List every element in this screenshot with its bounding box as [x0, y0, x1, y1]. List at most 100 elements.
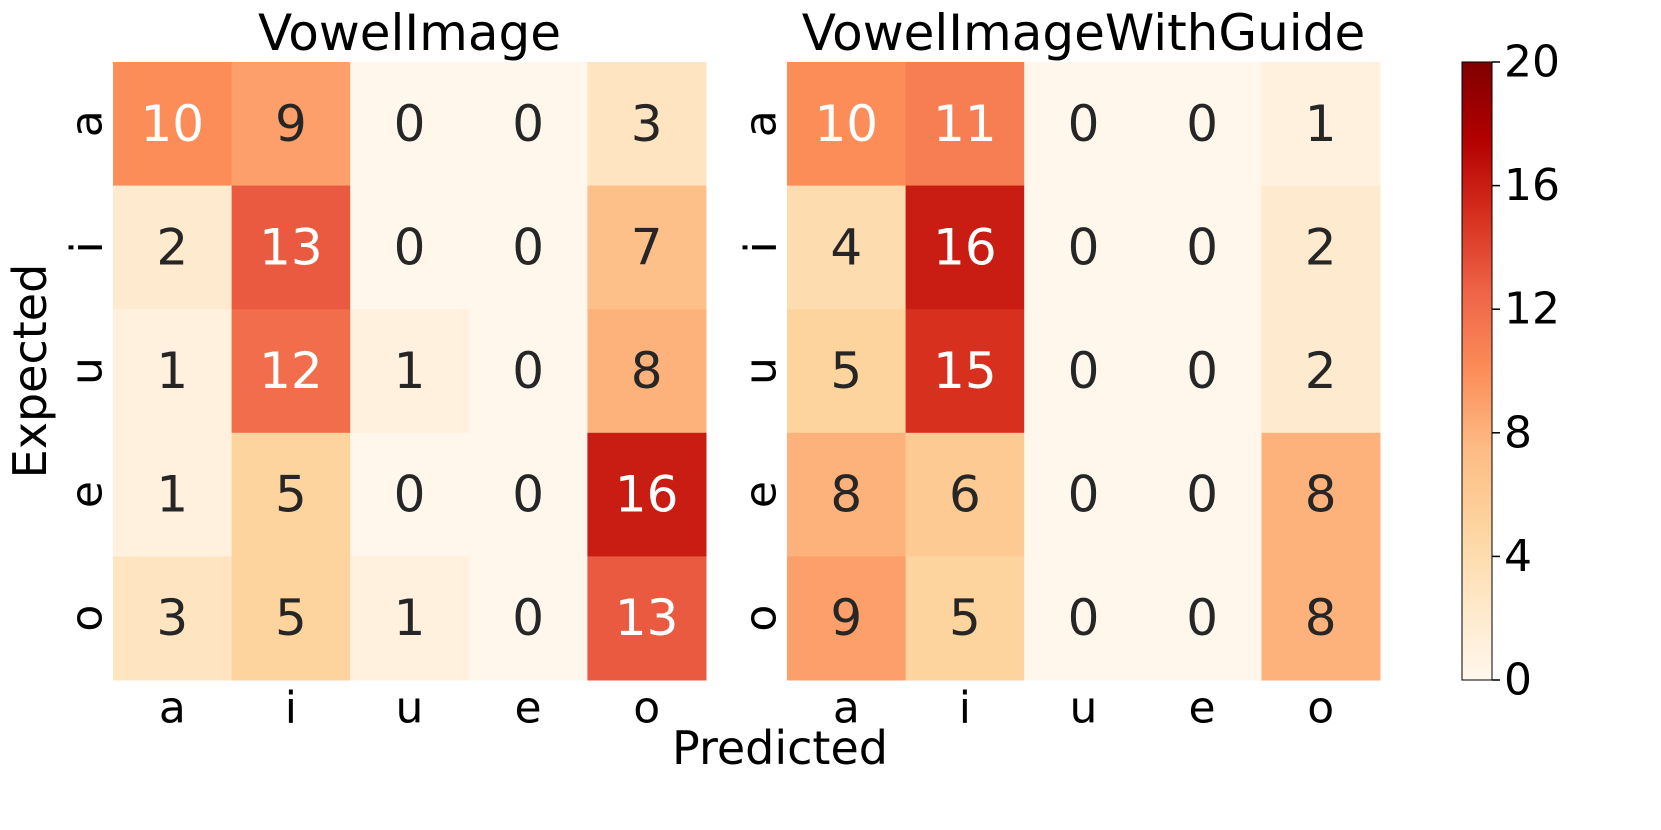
y-tick-label: e — [736, 481, 787, 508]
cell-label: 0 — [1186, 342, 1218, 400]
heatmap-cell — [1261, 432, 1381, 557]
cell-label: 1 — [156, 466, 188, 524]
cell-label: 16 — [615, 466, 679, 524]
panel-title: VowelImage — [258, 4, 561, 62]
colorbar-tick-label: 0 — [1504, 655, 1532, 706]
heatmap-cell — [587, 556, 707, 681]
cell-label: 5 — [275, 589, 307, 647]
cell-label: 0 — [394, 218, 426, 276]
heatmap-cell — [1142, 309, 1262, 434]
cell-label: 0 — [512, 95, 544, 153]
colorbar — [1461, 61, 1493, 681]
heatmap-cell — [468, 556, 588, 681]
y-tick-label: u — [62, 357, 113, 385]
cell-label: 0 — [512, 589, 544, 647]
heatmap-cell — [587, 432, 707, 557]
heatmap-cell — [1261, 62, 1381, 187]
heatmap-cell — [1261, 185, 1381, 310]
heatmap-cell — [1261, 309, 1381, 434]
heatmap-cell — [787, 309, 907, 434]
y-tick-label: a — [62, 110, 113, 137]
cell-label: 0 — [1186, 466, 1218, 524]
heatmap-cell — [231, 432, 351, 557]
cell-label: 10 — [140, 95, 204, 153]
heatmap-cell — [350, 309, 470, 434]
cell-label: 5 — [830, 342, 862, 400]
colorbar-tick-label: 20 — [1504, 37, 1560, 88]
cell-label: 6 — [949, 466, 981, 524]
cell-label: 0 — [394, 466, 426, 524]
cell-label: 5 — [275, 466, 307, 524]
heatmap-cell — [1142, 185, 1262, 310]
heatmap-cell — [1024, 556, 1144, 681]
x-axis-label: Predicted — [672, 721, 888, 775]
cell-label: 1 — [394, 342, 426, 400]
cell-label: 5 — [949, 589, 981, 647]
y-tick-label: u — [736, 357, 787, 385]
x-tick-label: o — [633, 683, 660, 734]
heatmap-cell — [1142, 62, 1262, 187]
cell-label: 13 — [615, 589, 679, 647]
cell-label: 0 — [512, 466, 544, 524]
heatmap-cell — [587, 309, 707, 434]
y-tick-label: e — [62, 481, 113, 508]
cell-label: 1 — [1305, 95, 1337, 153]
cell-label: 15 — [933, 342, 997, 400]
y-tick-label: o — [62, 605, 113, 632]
heatmap-cell — [587, 185, 707, 310]
heatmap-cell — [787, 432, 907, 557]
x-tick-label: a — [159, 683, 186, 734]
cell-label: 0 — [512, 218, 544, 276]
heatmap-cell — [905, 556, 1025, 681]
cell-label: 0 — [1068, 95, 1100, 153]
cell-label: 0 — [1186, 218, 1218, 276]
heatmap-cell — [231, 185, 351, 310]
cell-label: 0 — [1186, 589, 1218, 647]
heatmap-cell — [468, 432, 588, 557]
heatmap-cell — [113, 556, 233, 681]
cell-label: 0 — [1068, 466, 1100, 524]
heatmap-cell — [1024, 185, 1144, 310]
cell-label: 10 — [814, 95, 878, 153]
cell-label: 9 — [830, 589, 862, 647]
heatmap-cell — [787, 185, 907, 310]
x-tick-label: i — [959, 683, 971, 734]
y-tick-label: i — [62, 241, 113, 253]
cell-label: 11 — [933, 95, 997, 153]
cell-label: 16 — [933, 218, 997, 276]
heatmap-cell — [350, 432, 470, 557]
cell-label: 8 — [1305, 589, 1337, 647]
cell-label: 3 — [631, 95, 663, 153]
heatmap-cell — [587, 62, 707, 187]
panel-title: VowelImageWithGuide — [802, 4, 1365, 62]
heatmap-cell — [350, 62, 470, 187]
cell-label: 8 — [631, 342, 663, 400]
heatmap-cell — [1142, 432, 1262, 557]
heatmap-cell — [905, 185, 1025, 310]
cell-label: 9 — [275, 95, 307, 153]
y-tick-label: i — [736, 241, 787, 253]
cell-label: 0 — [1068, 342, 1100, 400]
heatmap-cell — [113, 432, 233, 557]
cell-label: 13 — [259, 218, 323, 276]
x-tick-label: e — [515, 683, 542, 734]
cell-label: 8 — [1305, 466, 1337, 524]
heatmap-cell — [113, 309, 233, 434]
heatmap-cell — [468, 62, 588, 187]
heatmap-cell — [787, 556, 907, 681]
cell-label: 3 — [156, 589, 188, 647]
x-tick-label: e — [1189, 683, 1216, 734]
heatmap-cell — [350, 556, 470, 681]
cell-label: 12 — [259, 342, 323, 400]
heatmap-cell — [905, 309, 1025, 434]
y-tick-label: a — [736, 110, 787, 137]
heatmap-cell — [350, 185, 470, 310]
x-tick-label: u — [1070, 683, 1098, 734]
cell-label: 4 — [830, 218, 862, 276]
heatmap-cell — [1142, 556, 1262, 681]
cell-label: 0 — [394, 95, 426, 153]
x-tick-label: u — [396, 683, 424, 734]
heatmap-cell — [231, 556, 351, 681]
cell-label: 1 — [156, 342, 188, 400]
